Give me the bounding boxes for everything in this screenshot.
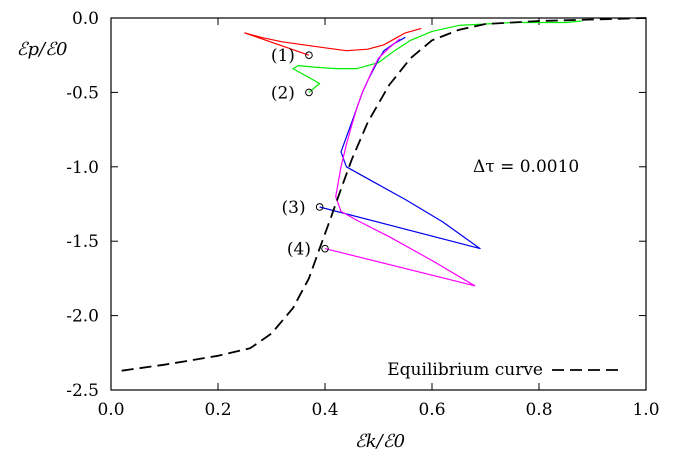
series-start-marker (315, 203, 324, 211)
x-tick-label: 0.6 (418, 400, 445, 420)
y-tick-label: -0.5 (66, 83, 99, 103)
series-line-4 (324, 38, 476, 287)
series-start-marker (321, 244, 329, 253)
x-tick-label: 1.0 (632, 400, 659, 420)
y-tick-label: -1.5 (66, 232, 99, 252)
x-axis-label: ℰk/ℰ0 (355, 431, 405, 452)
series-start-marker (305, 88, 313, 97)
y-tick-label: -1.0 (66, 158, 99, 178)
series-start-marker (305, 51, 313, 60)
equilibrium-curve-line (121, 17, 647, 372)
plot-frame (110, 17, 647, 391)
series-label: (3) (282, 198, 306, 218)
legend: Equilibrium curve (387, 360, 620, 380)
y-axis-label: ℰp/ℰ0 (17, 39, 68, 60)
series-label: (1) (271, 46, 295, 66)
series-line-1 (244, 27, 422, 56)
x-tick-label: 0.2 (204, 400, 231, 420)
series-layer: (1) (2) (3) (4) (121, 17, 647, 372)
y-tick-label: -2.5 (66, 381, 99, 401)
delta-tau-annotation: Δτ = 0.0010 (473, 157, 579, 177)
x-tick-label: 0.8 (525, 400, 552, 420)
legend-label: Equilibrium curve (387, 360, 543, 380)
x-tick-label: 0.4 (311, 400, 338, 420)
series-label: (2) (271, 83, 295, 103)
y-tick-label: 0.0 (72, 9, 99, 29)
y-tick-label: -2.0 (66, 307, 99, 327)
axis-ticks: 0.0 0.2 0.4 0.6 0.8 1.0 0.0 -0.5 -1.0 -1.5 -2.0 -2.… (66, 9, 659, 420)
x-tick-label: 0.0 (97, 400, 124, 420)
series-label: (4) (287, 240, 311, 260)
